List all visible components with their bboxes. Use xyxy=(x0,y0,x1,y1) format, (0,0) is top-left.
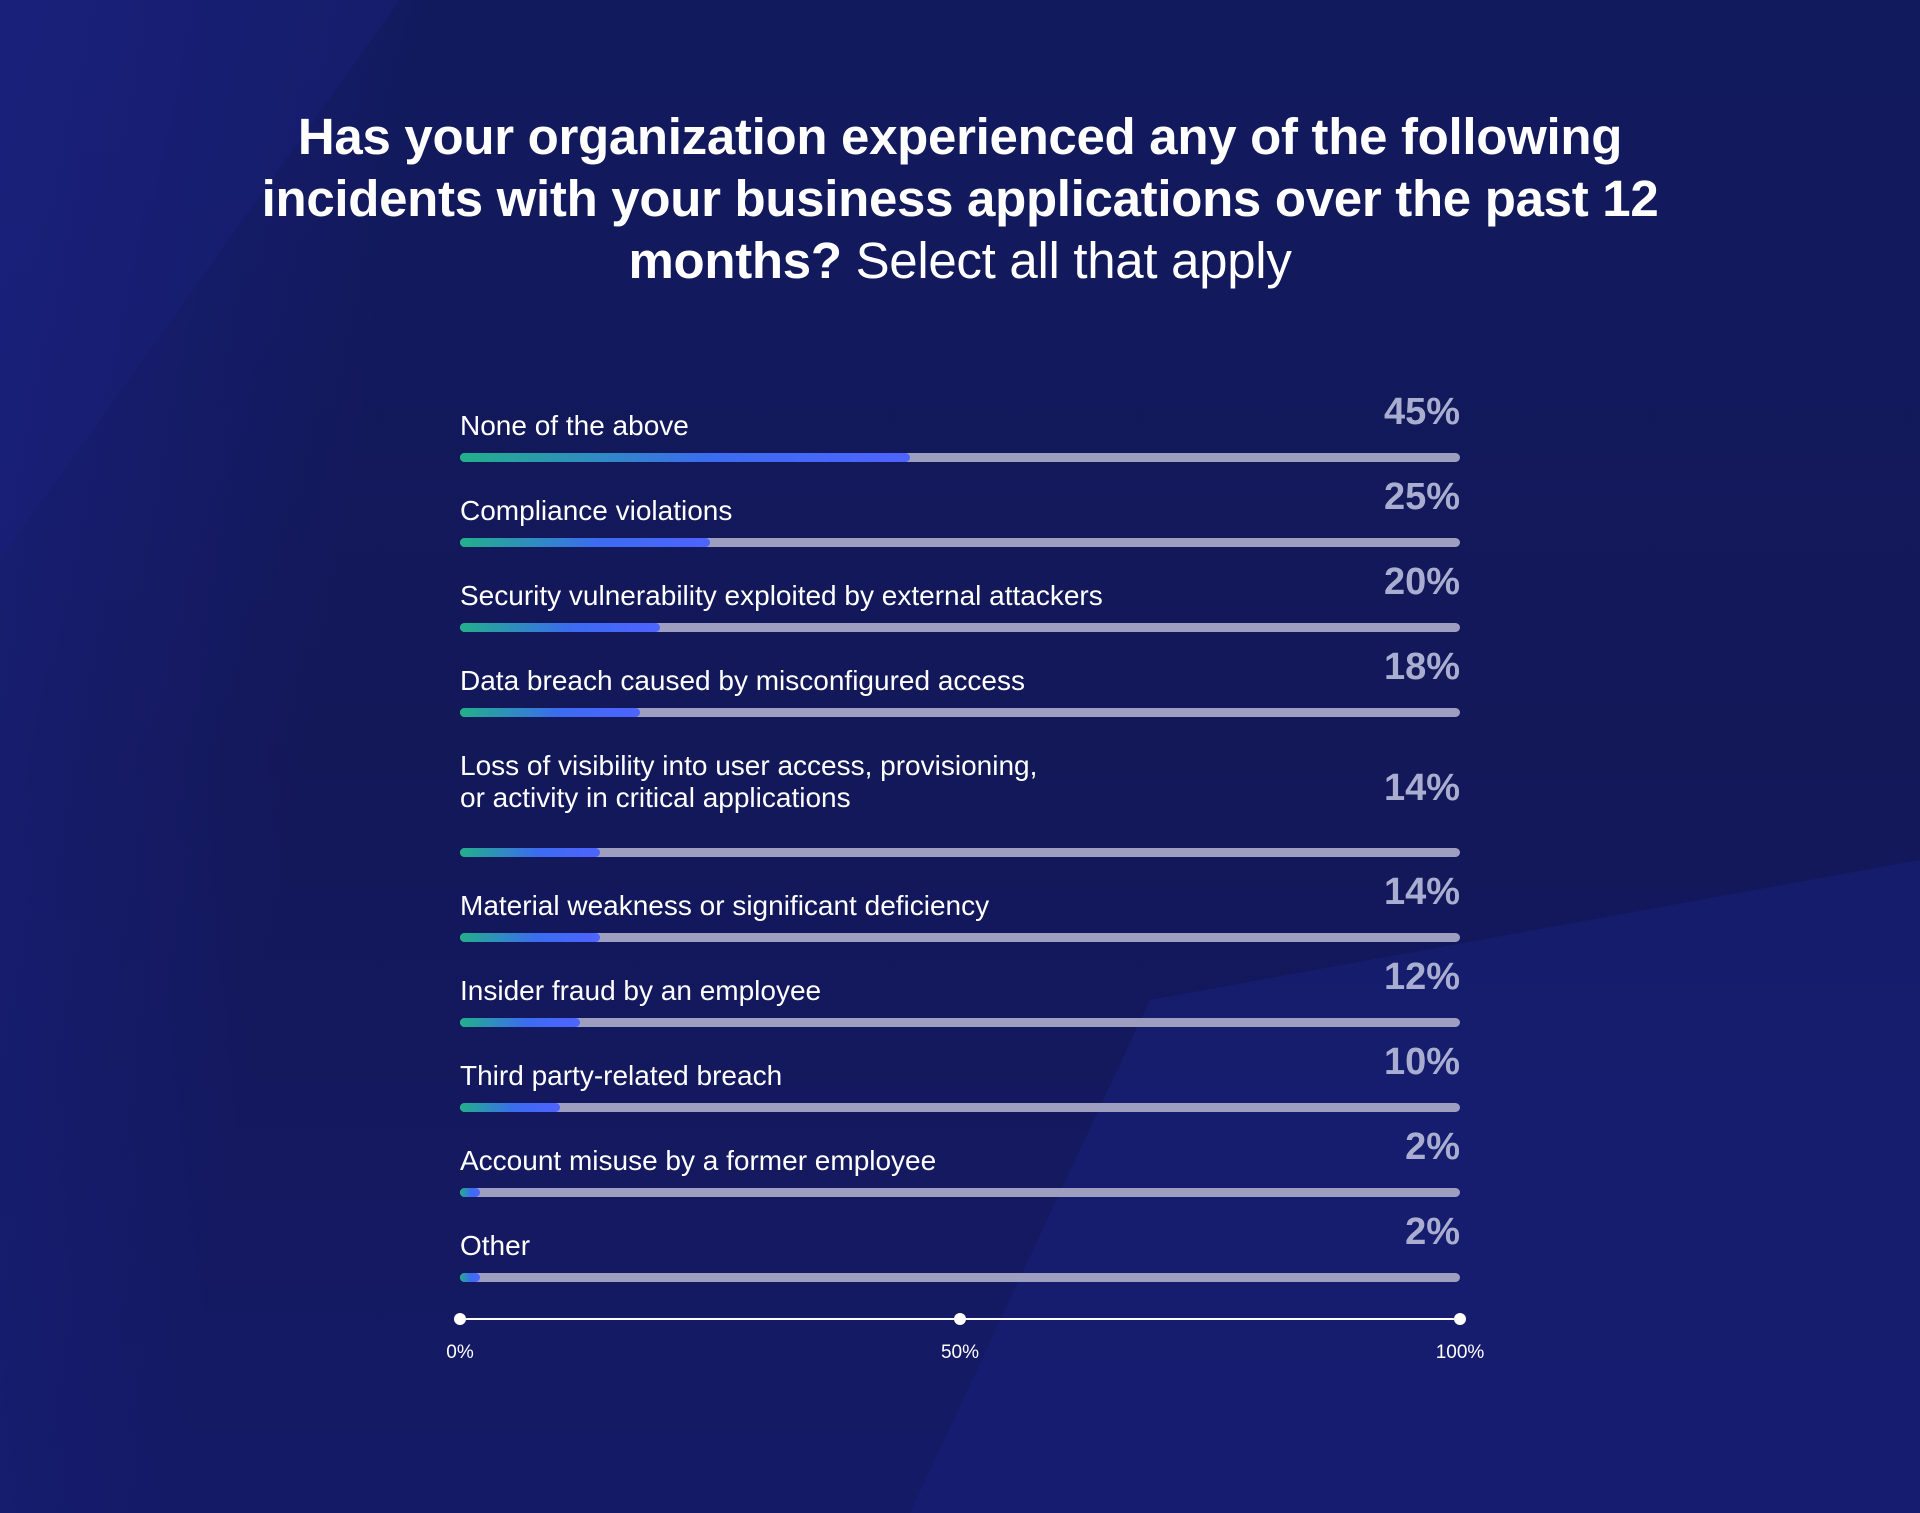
bar-row: Loss of visibility into user access, pro… xyxy=(460,732,1460,872)
bar-track xyxy=(460,933,1460,942)
bar-row: Other 2% xyxy=(460,1212,1460,1297)
bar xyxy=(460,453,910,462)
x-axis: 0% 50% 100% xyxy=(446,1312,1484,1372)
bar-label: Loss of visibility into user access, pro… xyxy=(460,750,1038,813)
chart-title-instruction: Select all that apply xyxy=(855,232,1292,289)
bar-value-label: 20% xyxy=(1383,561,1460,603)
bar-track xyxy=(460,708,1460,717)
bar-row: Third party-related breach 10% xyxy=(460,1042,1460,1127)
bar-track xyxy=(460,1273,1460,1282)
x-axis-tick-dot xyxy=(954,1313,966,1325)
chart-title-question: Has your organization experienced any of… xyxy=(261,108,1659,289)
bar-row: None of the above 45% xyxy=(460,392,1460,477)
bar-track xyxy=(460,1103,1460,1112)
bar-row: Insider fraud by an employee 12% xyxy=(460,957,1460,1042)
bar-track xyxy=(460,538,1460,547)
bar xyxy=(460,1103,560,1112)
bar xyxy=(460,1018,580,1027)
bar xyxy=(460,848,600,857)
bar-label: Data breach caused by misconfigured acce… xyxy=(460,665,1025,696)
bar-track xyxy=(460,453,1460,462)
bar xyxy=(460,623,660,632)
x-axis-tick-dot xyxy=(454,1313,466,1325)
bar-row: Material weakness or significant deficie… xyxy=(460,872,1460,957)
chart-title: Has your organization experienced any of… xyxy=(260,106,1660,292)
bar-row: Compliance violations 25% xyxy=(460,477,1460,562)
bar-value-label: 2% xyxy=(1405,1211,1460,1253)
bar-row: Data breach caused by misconfigured acce… xyxy=(460,647,1460,732)
bar-value-label: 25% xyxy=(1383,476,1460,518)
bar-value-label: 14% xyxy=(1383,767,1460,809)
bar-value-label: 2% xyxy=(1405,1126,1460,1168)
bar-label: Third party-related breach xyxy=(460,1060,783,1091)
bar-value-label: 18% xyxy=(1383,646,1460,688)
bar xyxy=(460,538,710,547)
bar-label: Account misuse by a former employee xyxy=(460,1145,937,1176)
x-axis-tick-dot xyxy=(1454,1313,1466,1325)
bar xyxy=(460,1188,480,1197)
x-axis-tick-label: 100% xyxy=(1435,1342,1485,1363)
bar-row: Security vulnerability exploited by exte… xyxy=(460,562,1460,647)
bar-value-label: 45% xyxy=(1383,391,1460,433)
bar-row: Account misuse by a former employee 2% xyxy=(460,1127,1460,1212)
bar-label: Security vulnerability exploited by exte… xyxy=(460,580,1103,611)
bar-value-label: 10% xyxy=(1383,1041,1460,1083)
bar-label: None of the above xyxy=(460,410,689,441)
x-axis-tick-label: 50% xyxy=(940,1342,980,1363)
bar-track xyxy=(460,1018,1460,1027)
bar-label: Other xyxy=(460,1230,531,1261)
bar-track xyxy=(460,623,1460,632)
bar-track xyxy=(460,848,1460,857)
bar-value-label: 12% xyxy=(1383,956,1460,998)
bar-label: Material weakness or significant deficie… xyxy=(460,890,990,921)
bar-value-label: 14% xyxy=(1383,871,1460,913)
bar xyxy=(460,708,640,717)
bar-label: Insider fraud by an employee xyxy=(460,975,822,1006)
bar-track xyxy=(460,1188,1460,1197)
bar xyxy=(460,1273,480,1282)
x-axis-tick-label: 0% xyxy=(446,1342,474,1363)
bar xyxy=(460,933,600,942)
bar-label: Compliance violations xyxy=(460,495,733,526)
